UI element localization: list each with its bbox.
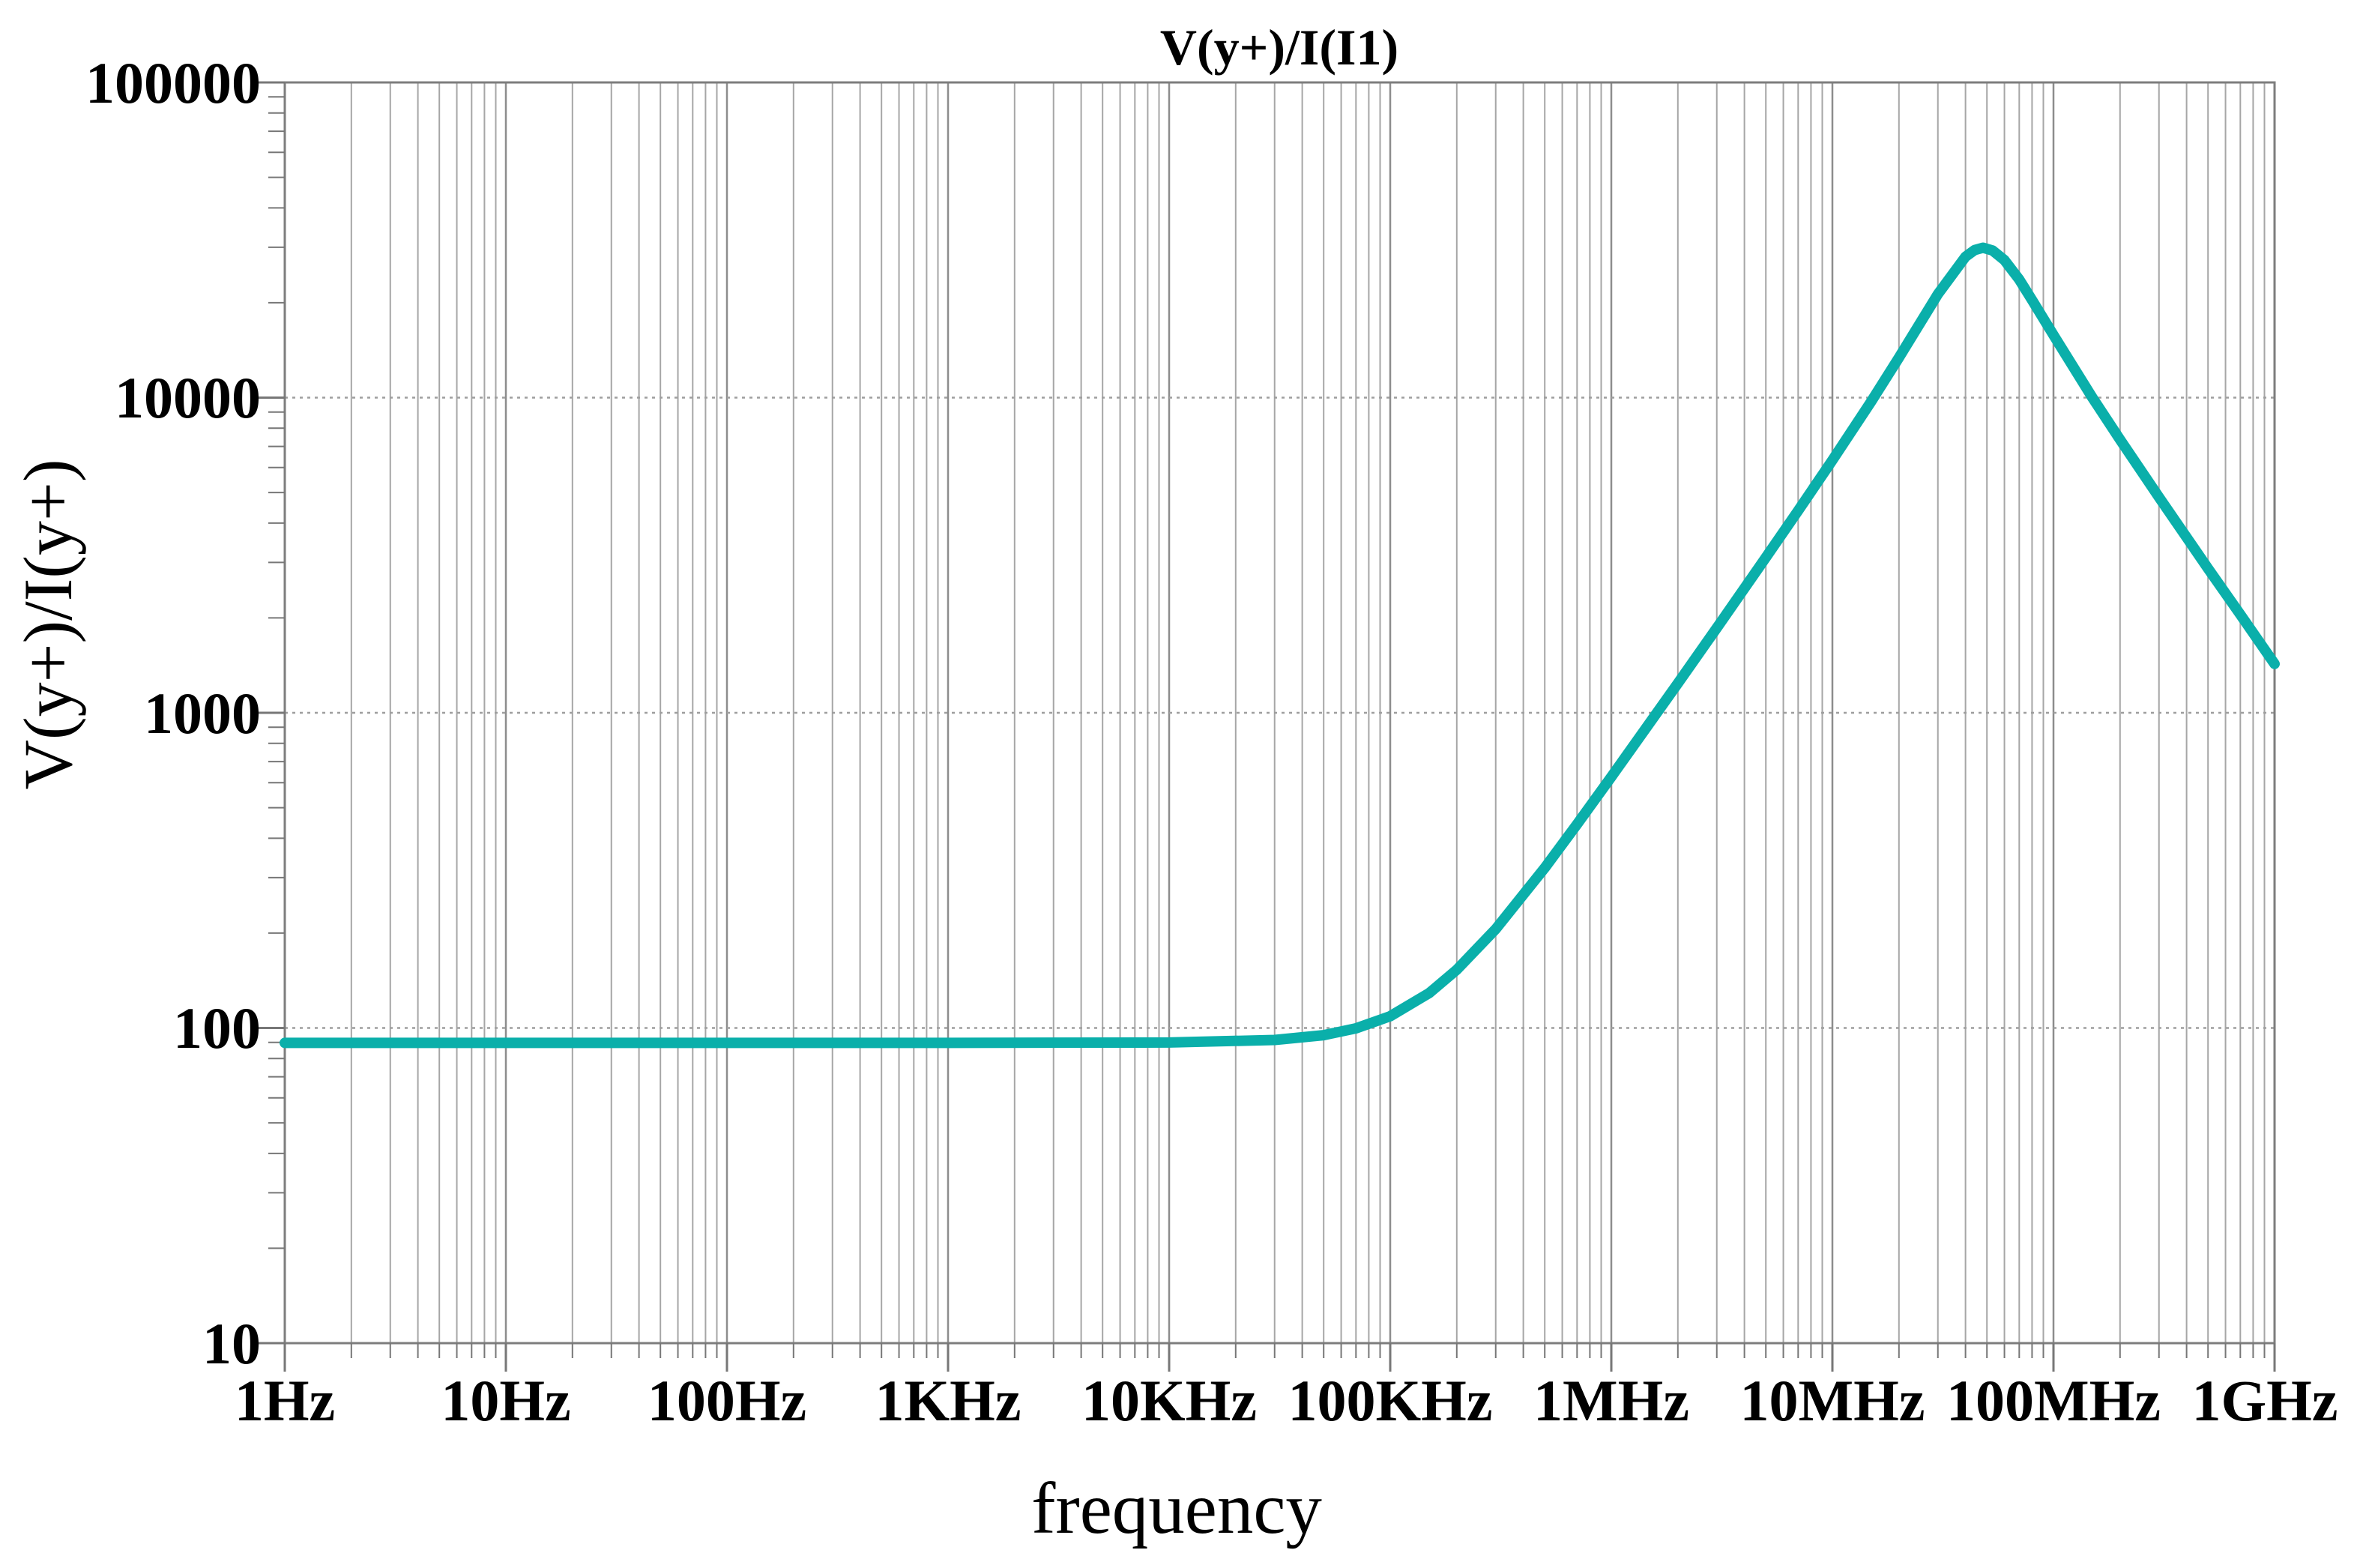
impedance-curve [280, 242, 2280, 1049]
x-tick-label-1hz: 1Hz [235, 1368, 335, 1433]
x-tick-label-1mhz: 1MHz [1533, 1368, 1689, 1433]
x-axis-ticks [283, 1343, 2276, 1372]
x-tick-label-10khz: 10KHz [1081, 1368, 1257, 1433]
x-tick-label-100khz: 100KHz [1288, 1368, 1493, 1433]
plot-area-border [283, 81, 2276, 1345]
x-tick-label-10hz: 10Hz [441, 1368, 570, 1433]
y-tick-label-10000: 10000 [115, 365, 261, 430]
y-axis-title: V(y+)/I(y+) [10, 459, 86, 790]
x-tick-label-1khz: 1KHz [875, 1368, 1021, 1433]
x-tick-label-100mhz: 100MHz [1946, 1368, 2161, 1433]
y-tick-label-1000: 1000 [144, 681, 261, 746]
y-axis-ticks [252, 81, 285, 1345]
chart-title: V(y+)/I(I1) [1160, 19, 1398, 76]
y-tick-label-100: 100 [173, 995, 261, 1061]
y-tick-label-10: 10 [202, 1311, 261, 1376]
major-vertical-gridlines [504, 82, 2055, 1343]
major-horizontal-gridlines [285, 396, 2275, 1029]
x-tick-label-1ghz: 1GHz [2192, 1368, 2338, 1433]
x-axis-title: frequency [1031, 1468, 1322, 1549]
minor-vertical-gridlines [350, 82, 2266, 1343]
y-tick-label-100000: 100000 [85, 50, 261, 115]
x-tick-label-10mhz: 10MHz [1740, 1368, 1925, 1433]
x-tick-label-100hz: 100Hz [648, 1368, 806, 1433]
